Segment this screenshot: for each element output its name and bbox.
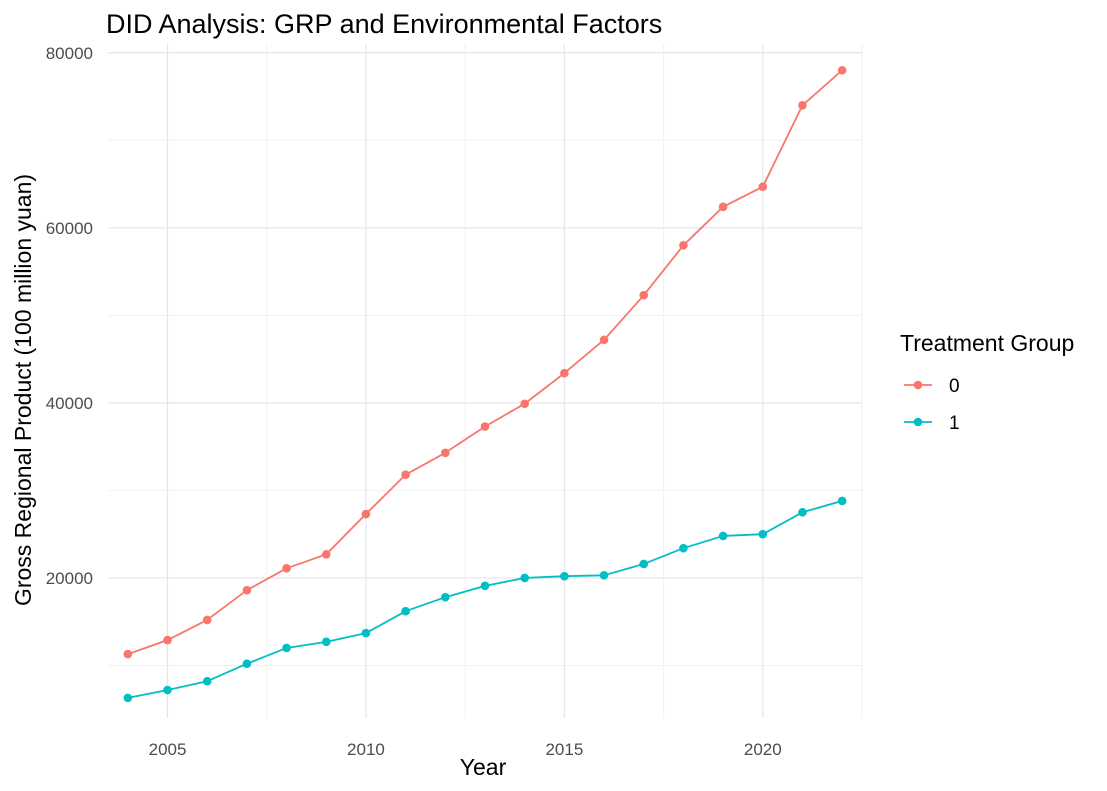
data-point [123, 649, 133, 659]
data-point [441, 448, 450, 458]
x-tick-label: 2010 [347, 740, 385, 759]
legend-marker [913, 380, 923, 390]
data-point [163, 635, 172, 645]
data-point [321, 637, 331, 647]
data-point [560, 571, 569, 581]
data-point [242, 659, 252, 669]
data-point [758, 529, 768, 539]
data-point [202, 615, 212, 625]
y-tick-label: 40000 [46, 394, 93, 413]
data-point [242, 585, 252, 595]
data-point [718, 531, 728, 541]
data-point [520, 573, 529, 583]
data-point [599, 335, 609, 345]
series-line [126, 69, 844, 656]
data-point [639, 290, 649, 300]
data-point [798, 100, 807, 110]
series-0 [123, 65, 847, 659]
data-point [718, 202, 728, 212]
data-point [837, 496, 847, 506]
data-point [401, 606, 410, 616]
y-tick-label: 20000 [46, 569, 93, 588]
x-tick-label: 2020 [744, 740, 782, 759]
x-axis: 2005 2010 2015 2020 [149, 740, 782, 759]
y-tick-label: 80000 [46, 44, 93, 63]
plot-panel [108, 44, 863, 718]
data-point [679, 241, 688, 250]
data-point [441, 592, 450, 602]
series-layer [123, 65, 847, 703]
data-point [480, 422, 490, 431]
legend-label: 0 [949, 376, 960, 397]
legend-item: 1 [904, 413, 960, 434]
data-point [202, 676, 212, 686]
data-point [639, 559, 649, 569]
data-point [798, 507, 807, 517]
data-point [480, 581, 490, 591]
data-point [401, 470, 410, 479]
data-point [560, 368, 569, 378]
data-point [321, 550, 331, 559]
data-point [837, 65, 847, 75]
data-point [163, 685, 172, 695]
x-tick-label: 2005 [149, 740, 187, 759]
data-point [123, 693, 133, 703]
data-point [679, 543, 688, 553]
y-tick-label: 60000 [46, 219, 93, 238]
grid [108, 44, 863, 718]
legend: Treatment Group 01 [900, 330, 1074, 434]
legend-label: 1 [949, 413, 960, 434]
x-tick-label: 2015 [545, 740, 583, 759]
data-point [361, 628, 371, 638]
legend-title: Treatment Group [900, 330, 1074, 356]
data-point [599, 571, 609, 580]
data-point [361, 509, 371, 519]
series-1 [123, 496, 847, 703]
y-axis: 20000 40000 60000 80000 [46, 44, 93, 588]
data-point [282, 643, 291, 653]
legend-marker [913, 417, 923, 427]
chart-title: DID Analysis: GRP and Environmental Fact… [106, 9, 662, 39]
legend-items: 01 [904, 376, 960, 434]
y-axis-title: Gross Regional Product (100 million yuan… [10, 174, 36, 606]
data-point [758, 182, 768, 191]
data-point [520, 399, 529, 409]
legend-item: 0 [904, 376, 960, 397]
x-axis-title: Year [460, 754, 507, 780]
data-point [282, 564, 291, 573]
